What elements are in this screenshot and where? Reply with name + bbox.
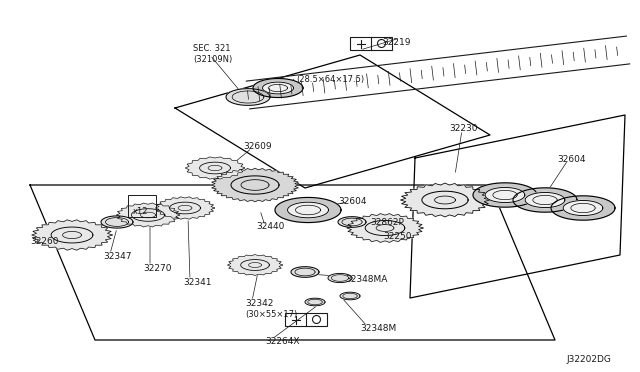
Polygon shape [156, 197, 214, 219]
Polygon shape [328, 273, 352, 283]
Polygon shape [291, 267, 319, 277]
Polygon shape [32, 220, 112, 250]
Bar [285, 313, 327, 326]
Text: 32341: 32341 [183, 278, 211, 287]
Polygon shape [305, 298, 325, 306]
Text: J32202DG: J32202DG [566, 355, 611, 364]
Polygon shape [253, 78, 303, 97]
Bar [128, 195, 156, 217]
Text: 32440: 32440 [256, 222, 284, 231]
Text: x12: x12 [133, 207, 148, 216]
Polygon shape [347, 214, 423, 243]
Text: 32260: 32260 [30, 237, 58, 246]
Polygon shape [401, 183, 490, 217]
Bar [350, 37, 392, 50]
Polygon shape [485, 187, 525, 202]
Text: 32250: 32250 [383, 232, 412, 241]
Text: 32230: 32230 [449, 124, 477, 133]
Polygon shape [116, 203, 180, 227]
Polygon shape [473, 183, 537, 207]
Polygon shape [563, 201, 603, 215]
Polygon shape [513, 188, 577, 212]
Text: (32109N): (32109N) [193, 55, 232, 64]
Polygon shape [551, 196, 615, 220]
Polygon shape [226, 89, 270, 105]
Text: 32264X: 32264X [265, 337, 300, 346]
Polygon shape [287, 202, 328, 218]
Polygon shape [275, 198, 341, 222]
Polygon shape [186, 157, 244, 179]
Text: (28.5×64×17.5): (28.5×64×17.5) [296, 75, 364, 84]
Text: SEC. 321: SEC. 321 [193, 44, 230, 53]
Text: 32862P: 32862P [370, 218, 404, 227]
Polygon shape [340, 292, 360, 300]
Polygon shape [101, 216, 133, 228]
Text: 32347: 32347 [103, 252, 131, 261]
Text: 32604: 32604 [557, 155, 586, 164]
Text: 32604: 32604 [338, 197, 367, 206]
Text: 32219: 32219 [382, 38, 410, 47]
Text: 32342: 32342 [245, 299, 273, 308]
Text: 32270: 32270 [143, 264, 172, 273]
Text: 32348MA: 32348MA [345, 275, 387, 284]
Text: 32609: 32609 [243, 142, 271, 151]
Polygon shape [211, 168, 299, 202]
Polygon shape [227, 254, 283, 276]
Text: 32348M: 32348M [360, 324, 396, 333]
Polygon shape [338, 217, 366, 227]
Text: (30×55×17): (30×55×17) [245, 310, 297, 319]
Polygon shape [262, 82, 294, 94]
Polygon shape [525, 192, 565, 208]
